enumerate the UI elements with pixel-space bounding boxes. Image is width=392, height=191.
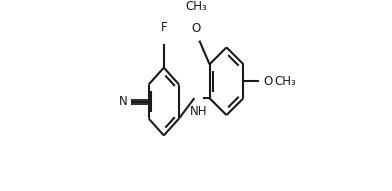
Text: N: N bbox=[119, 95, 127, 108]
Text: F: F bbox=[160, 21, 167, 34]
Text: O: O bbox=[263, 75, 272, 88]
Text: CH₃: CH₃ bbox=[185, 1, 207, 14]
Text: CH₃: CH₃ bbox=[275, 75, 296, 88]
Text: O: O bbox=[191, 22, 201, 35]
Text: NH: NH bbox=[190, 105, 207, 118]
